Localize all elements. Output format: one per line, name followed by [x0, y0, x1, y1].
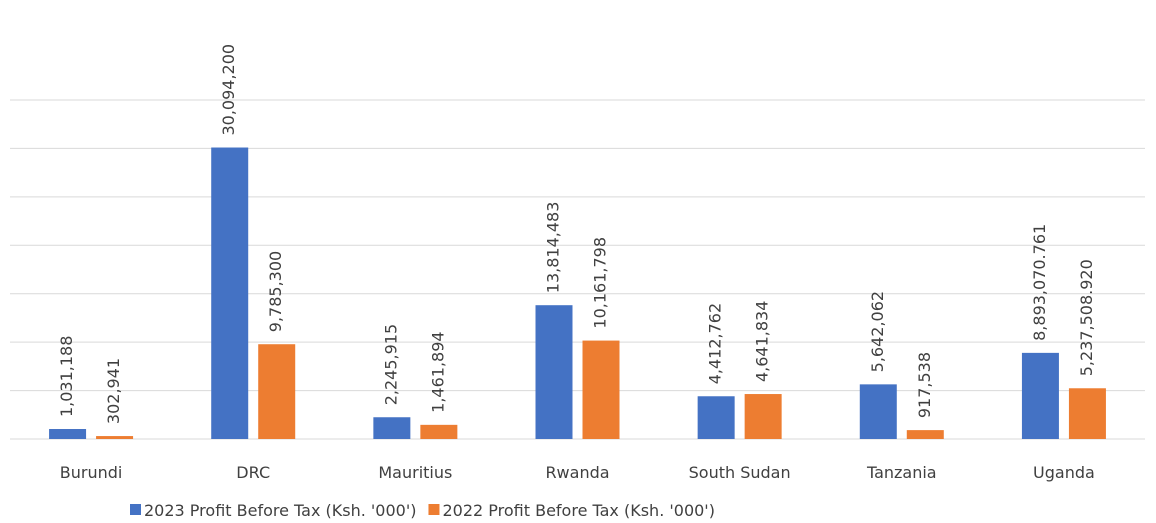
- bar: [96, 436, 133, 439]
- bar: [583, 341, 620, 439]
- data-label: 13,814,483: [544, 202, 563, 294]
- data-label: 1,031,188: [57, 336, 76, 417]
- data-label: 2,245,915: [381, 324, 400, 405]
- x-tick-label: South Sudan: [689, 463, 791, 482]
- bar: [373, 417, 410, 439]
- data-label: 30,094,200: [219, 44, 238, 136]
- bar: [860, 384, 897, 439]
- x-tick-label: Uganda: [1033, 463, 1095, 482]
- x-tick-label: DRC: [236, 463, 270, 482]
- data-label: 5,642,062: [868, 291, 887, 372]
- data-label: 302,941: [104, 358, 123, 424]
- bar: [907, 430, 944, 439]
- data-label: 5,237,508.920: [1077, 259, 1096, 376]
- legend-label: 2022 Profit Before Tax (Ksh. '000'): [442, 501, 714, 520]
- x-tick-label: Mauritius: [378, 463, 452, 482]
- data-label: 9,785,300: [266, 251, 285, 332]
- chart: 1,031,188 302,941 Burundi 30,094,200 9,785,3…: [0, 0, 1156, 523]
- data-label: 4,641,834: [753, 301, 772, 382]
- bar: [536, 305, 573, 439]
- x-tick-label: Tanzania: [866, 463, 937, 482]
- bar: [420, 425, 457, 439]
- x-tick-label: Rwanda: [545, 463, 609, 482]
- bar: [745, 394, 782, 439]
- x-tick-label: Burundi: [60, 463, 123, 482]
- data-label: 917,538: [915, 352, 934, 418]
- data-label: 1,461,894: [428, 331, 447, 412]
- data-label: 8,893,070.761: [1030, 224, 1049, 341]
- bar: [258, 344, 295, 439]
- bar: [1069, 388, 1106, 439]
- data-label: 4,412,762: [706, 303, 725, 384]
- bar: [49, 429, 86, 439]
- bar: [698, 396, 735, 439]
- legend-swatch: [130, 504, 141, 515]
- legend-label: 2023 Profit Before Tax (Ksh. '000'): [144, 501, 416, 520]
- legend-swatch: [428, 504, 439, 515]
- bar: [1022, 353, 1059, 439]
- data-label: 10,161,798: [591, 237, 610, 329]
- bar: [211, 148, 248, 439]
